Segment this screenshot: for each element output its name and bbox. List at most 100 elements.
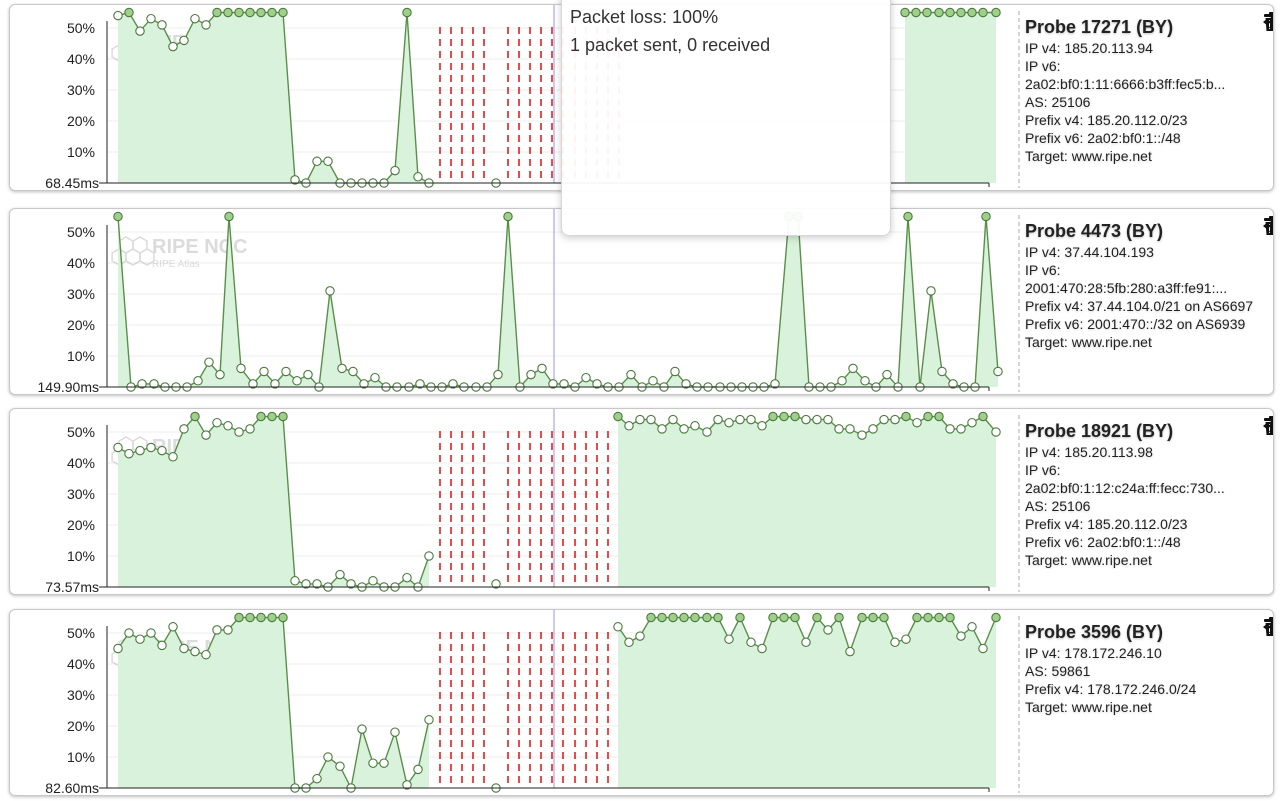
data-point[interactable] — [993, 366, 1003, 377]
data-point[interactable] — [635, 414, 645, 425]
data-point[interactable] — [903, 211, 913, 222]
data-point[interactable] — [292, 376, 302, 386]
data-point[interactable] — [124, 448, 134, 459]
data-point[interactable] — [646, 414, 656, 425]
data-point[interactable] — [278, 612, 288, 623]
data-point[interactable] — [559, 379, 569, 389]
data-point[interactable] — [724, 634, 734, 644]
data-point[interactable] — [357, 724, 367, 734]
data-point[interactable] — [303, 369, 313, 380]
data-point[interactable] — [135, 26, 145, 36]
data-point[interactable] — [157, 640, 167, 651]
data-point[interactable] — [323, 752, 333, 762]
data-point[interactable] — [359, 379, 369, 389]
data-point[interactable] — [981, 211, 991, 222]
data-point[interactable] — [390, 165, 400, 176]
data-point[interactable] — [681, 379, 691, 389]
data-point[interactable] — [746, 414, 756, 425]
data-point[interactable] — [956, 424, 966, 434]
data-point[interactable] — [770, 379, 780, 389]
data-point[interactable] — [978, 643, 988, 654]
data-point[interactable] — [168, 622, 178, 632]
data-point[interactable] — [278, 411, 288, 422]
data-point[interactable] — [223, 421, 233, 431]
probe-title[interactable]: Probe 3596 (BY) — [1025, 622, 1164, 642]
data-point[interactable] — [713, 612, 723, 623]
data-point[interactable] — [312, 156, 322, 167]
data-point[interactable] — [945, 7, 955, 18]
data-point[interactable] — [690, 421, 700, 431]
data-point[interactable] — [245, 612, 255, 623]
data-point[interactable] — [923, 612, 933, 623]
data-point[interactable] — [256, 612, 266, 623]
move-icon[interactable] — [1263, 216, 1274, 236]
data-point[interactable] — [679, 612, 689, 623]
data-point[interactable] — [146, 442, 156, 453]
data-point[interactable] — [857, 430, 867, 440]
data-point[interactable] — [335, 569, 345, 580]
data-point[interactable] — [967, 622, 977, 632]
data-point[interactable] — [168, 41, 178, 52]
data-point[interactable] — [548, 379, 558, 389]
data-point[interactable] — [956, 7, 966, 18]
data-point[interactable] — [823, 625, 833, 635]
data-point[interactable] — [370, 372, 380, 383]
data-point[interactable] — [923, 411, 933, 422]
data-point[interactable] — [193, 376, 203, 386]
data-point[interactable] — [978, 7, 988, 18]
data-point[interactable] — [857, 612, 867, 623]
data-point[interactable] — [223, 7, 233, 18]
data-point[interactable] — [613, 622, 623, 632]
data-point[interactable] — [868, 424, 878, 434]
data-point[interactable] — [768, 612, 778, 623]
data-point[interactable] — [890, 414, 900, 425]
data-point[interactable] — [379, 758, 389, 768]
data-point[interactable] — [204, 357, 214, 367]
data-point[interactable] — [424, 715, 434, 725]
data-point[interactable] — [934, 411, 944, 422]
data-point[interactable] — [270, 379, 280, 389]
data-point[interactable] — [911, 7, 921, 18]
data-point[interactable] — [113, 442, 123, 453]
data-point[interactable] — [868, 612, 878, 623]
data-point[interactable] — [978, 411, 988, 422]
data-point[interactable] — [215, 369, 225, 380]
data-point[interactable] — [402, 780, 412, 790]
data-point[interactable] — [834, 612, 844, 623]
data-point[interactable] — [124, 628, 134, 638]
data-point[interactable] — [967, 7, 977, 18]
data-point[interactable] — [234, 7, 244, 18]
data-point[interactable] — [879, 414, 889, 425]
data-point[interactable] — [646, 612, 656, 623]
data-point[interactable] — [657, 424, 667, 434]
data-point[interactable] — [201, 430, 211, 440]
data-point[interactable] — [746, 637, 756, 648]
data-point[interactable] — [413, 764, 423, 775]
data-point[interactable] — [845, 646, 855, 657]
data-point[interactable] — [491, 579, 501, 589]
data-point[interactable] — [348, 366, 358, 377]
data-point[interactable] — [212, 625, 222, 635]
data-point[interactable] — [581, 372, 591, 383]
data-point[interactable] — [124, 7, 134, 18]
data-point[interactable] — [146, 628, 156, 638]
data-point[interactable] — [635, 631, 645, 641]
data-point[interactable] — [312, 579, 322, 589]
data-point[interactable] — [190, 646, 200, 657]
data-point[interactable] — [790, 612, 800, 623]
data-point[interactable] — [991, 7, 1001, 18]
data-point[interactable] — [668, 414, 678, 425]
data-point[interactable] — [626, 369, 636, 380]
data-point[interactable] — [157, 445, 167, 456]
data-point[interactable] — [934, 612, 944, 623]
data-point[interactable] — [212, 7, 222, 18]
data-point[interactable] — [834, 424, 844, 434]
data-point[interactable] — [135, 445, 145, 456]
data-point[interactable] — [493, 369, 503, 380]
data-point[interactable] — [224, 211, 234, 222]
data-point[interactable] — [201, 20, 211, 30]
data-point[interactable] — [190, 411, 200, 422]
data-point[interactable] — [190, 13, 200, 24]
data-point[interactable] — [168, 452, 178, 462]
probe-title[interactable]: Probe 4473 (BY) — [1025, 221, 1164, 241]
